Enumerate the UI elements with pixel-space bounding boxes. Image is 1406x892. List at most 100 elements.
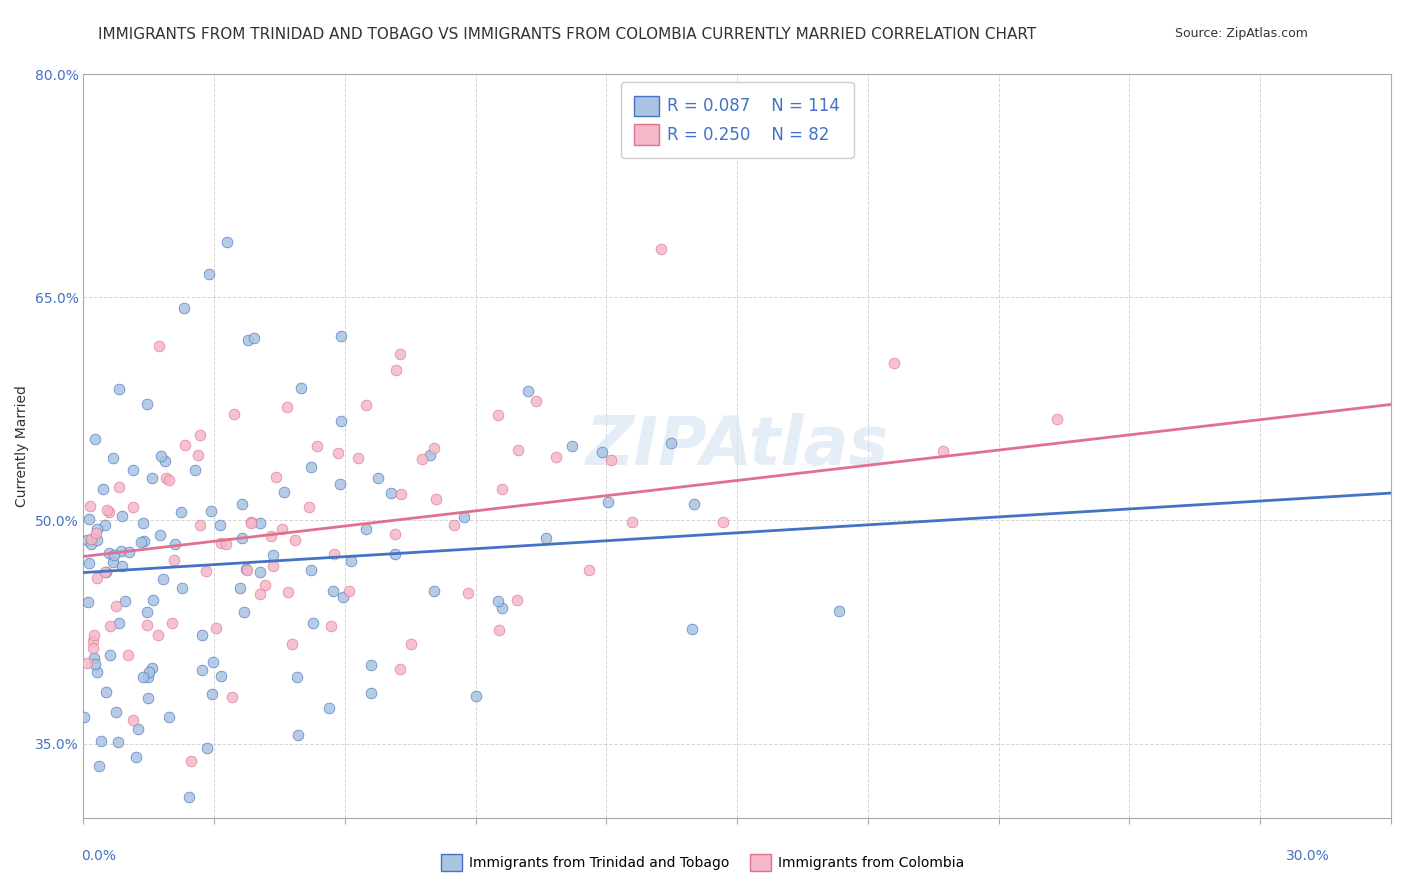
Point	[157, 710, 180, 724]
Point	[828, 604, 851, 618]
Text: ZIPAtlas: ZIPAtlas	[585, 413, 889, 479]
Point	[270, 522, 292, 536]
Point	[238, 333, 260, 347]
Point	[136, 670, 159, 684]
Point	[384, 547, 406, 561]
Point	[932, 444, 955, 458]
Point	[135, 617, 157, 632]
Point	[318, 700, 340, 714]
Point	[249, 587, 271, 601]
Point	[191, 628, 214, 642]
Point	[266, 470, 288, 484]
Point	[465, 689, 488, 703]
Point	[273, 485, 295, 500]
Point	[96, 503, 118, 517]
Point	[883, 356, 905, 370]
Point	[188, 517, 211, 532]
Point	[98, 619, 121, 633]
Point	[389, 487, 412, 501]
Point	[94, 566, 117, 580]
Point	[329, 414, 352, 428]
Point	[384, 363, 406, 377]
Point	[111, 558, 134, 573]
Point	[98, 546, 121, 560]
Point	[132, 516, 155, 531]
Legend: Immigrants from Trinidad and Tobago, Immigrants from Colombia: Immigrants from Trinidad and Tobago, Imm…	[436, 848, 970, 876]
Point	[138, 690, 160, 705]
Point	[285, 670, 308, 684]
Point	[249, 566, 271, 580]
Point	[578, 563, 600, 577]
Point	[107, 616, 129, 631]
Point	[94, 685, 117, 699]
Point	[86, 522, 108, 536]
Point	[76, 595, 98, 609]
Point	[201, 687, 224, 701]
Point	[681, 622, 703, 636]
Point	[117, 545, 139, 559]
Point	[135, 605, 157, 619]
Point	[488, 594, 510, 608]
Point	[187, 448, 209, 462]
Point	[86, 533, 108, 547]
Point	[280, 637, 302, 651]
Point	[76, 657, 98, 671]
Point	[80, 532, 103, 546]
Point	[322, 547, 344, 561]
Point	[236, 562, 259, 576]
Point	[86, 665, 108, 680]
Point	[132, 533, 155, 548]
Point	[354, 522, 377, 536]
Point	[591, 445, 613, 459]
Point	[249, 516, 271, 530]
Point	[152, 572, 174, 586]
Point	[157, 473, 180, 487]
Point	[76, 533, 98, 547]
Point	[149, 528, 172, 542]
Point	[506, 593, 529, 607]
Point	[287, 729, 309, 743]
Point	[360, 657, 382, 672]
Point	[94, 517, 117, 532]
Point	[191, 663, 214, 677]
Point	[110, 544, 132, 558]
Point	[89, 758, 111, 772]
Point	[254, 577, 277, 591]
Point	[179, 789, 201, 804]
Point	[122, 463, 145, 477]
Point	[122, 713, 145, 727]
Point	[516, 384, 538, 398]
Point	[231, 531, 253, 545]
Point	[329, 477, 352, 491]
Point	[259, 529, 281, 543]
Point	[195, 740, 218, 755]
Point	[82, 634, 104, 648]
Point	[101, 451, 124, 466]
Point	[298, 500, 321, 514]
Point	[195, 564, 218, 578]
Point	[491, 482, 513, 496]
Point	[200, 503, 222, 517]
Point	[80, 537, 103, 551]
Point	[163, 553, 186, 567]
Point	[117, 648, 139, 662]
Point	[98, 648, 121, 662]
Point	[142, 593, 165, 607]
Point	[621, 516, 644, 530]
Point	[457, 586, 479, 600]
Point	[148, 339, 170, 353]
Point	[277, 584, 299, 599]
Point	[419, 448, 441, 462]
Point	[170, 581, 193, 595]
Point	[188, 428, 211, 442]
Point	[384, 527, 406, 541]
Point	[209, 535, 232, 549]
Point	[104, 706, 127, 720]
Point	[146, 628, 169, 642]
Point	[411, 451, 433, 466]
Point	[380, 486, 402, 500]
Point	[124, 749, 146, 764]
Point	[174, 438, 197, 452]
Point	[659, 435, 682, 450]
Point	[173, 301, 195, 315]
